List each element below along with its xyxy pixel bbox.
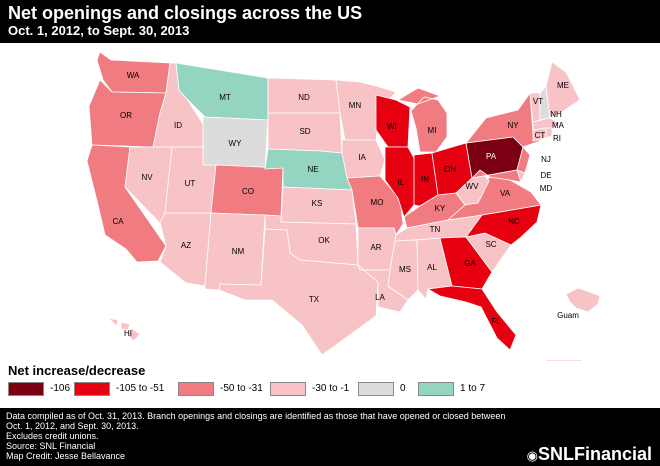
state-MA [532,117,561,131]
label-Guam: Guam [557,311,579,320]
label-WV: WV [466,182,480,191]
label-ID: ID [174,121,182,130]
label-KY: KY [435,204,446,213]
label-MS: MS [399,265,411,274]
state-TX [218,228,379,356]
legend-label: 1 to 7 [460,383,486,394]
label-NC: NC [508,217,520,226]
label-AL: AL [427,263,437,272]
label-MN: MN [349,101,362,110]
label-RI: RI [553,134,561,143]
legend-label: -30 to -1 [312,383,350,394]
label-PA: PA [486,152,497,161]
label-IN: IN [421,175,429,184]
label-NV: NV [141,173,153,182]
label-NM: NM [232,247,245,256]
label-VA: VA [500,189,511,198]
footer-source: Source: SNL Financial [6,441,96,451]
label-IA: IA [358,153,366,162]
label-OR: OR [120,111,132,120]
label-CT: CT [535,131,546,140]
legend-swatch [418,382,454,396]
label-NE: NE [307,165,318,174]
state-WI [375,94,411,148]
us-map: WA OR CA NV ID MT WY UT AZ CO NM ND SD N… [86,51,601,361]
legend-title: Net increase/decrease [8,363,146,378]
legend-swatch [8,382,44,396]
legend-label: 0 [400,383,406,394]
state-PR [545,359,583,361]
label-WA: WA [127,71,140,80]
footer-note: Oct. 1, 2012, and Sept. 30, 2013. [6,421,139,431]
header-bar: Net openings and closings across the US … [0,0,660,43]
state-Guam [565,287,601,313]
label-WY: WY [229,139,243,148]
label-MI: MI [428,126,437,135]
map-title: Net openings and closings across the US [8,3,363,23]
state-FL [426,285,517,351]
label-SD: SD [299,127,310,136]
legend-swatch [270,382,306,396]
state-RI [545,127,553,139]
state-DE [516,169,526,184]
label-LA: LA [375,293,385,302]
footer-note: Excludes credit unions. [6,431,99,441]
label-VT: VT [533,97,543,106]
footer-bar: Data compiled as of Oct. 31, 2013. Branc… [0,408,660,466]
map-subtitle: Oct. 1, 2012, to Sept. 30, 2013 [8,23,190,38]
label-FL: FL [491,317,501,326]
label-DE: DE [540,171,551,180]
legend-label: -106 [50,383,71,394]
label-TX: TX [309,295,320,304]
footer-note: Data compiled as of Oct. 31, 2013. Branc… [6,411,506,421]
state-GA [439,236,493,290]
label-IL: IL [398,178,405,187]
label-NJ: NJ [541,155,551,164]
legend-label: -50 to -31 [220,383,263,394]
label-AR: AR [370,243,381,252]
label-NH: NH [550,110,562,119]
logo-symbol-icon: ◉ [526,448,538,463]
label-AZ: AZ [181,241,191,250]
state-HI [106,317,141,342]
state-IL [384,146,415,218]
snl-logo: ◉SNLFinancial [527,444,652,465]
label-HI: HI [124,329,132,338]
legend-swatch [178,382,214,396]
label-MA: MA [552,121,565,130]
state-MI [396,87,448,153]
legend-swatch [74,382,110,396]
label-SC: SC [485,240,496,249]
label-OK: OK [318,236,330,245]
label-ND: ND [298,93,310,102]
label-CO: CO [242,187,254,196]
footer-credit: Map Credit: Jesse Bellavance [6,451,126,461]
label-CA: CA [112,217,124,226]
label-GA: GA [464,259,476,268]
label-NY: NY [507,121,519,130]
label-KS: KS [312,199,323,208]
label-OH: OH [444,165,456,174]
legend-swatch [358,382,394,396]
label-MT: MT [219,93,231,102]
label-TN: TN [430,225,441,234]
label-MD: MD [540,184,553,193]
logo-text: SNLFinancial [537,444,652,464]
label-ME: ME [557,81,569,90]
label-UT: UT [185,179,196,188]
legend-label: -105 to -51 [116,383,165,394]
label-MO: MO [371,198,384,207]
label-WI: WI [387,122,397,131]
